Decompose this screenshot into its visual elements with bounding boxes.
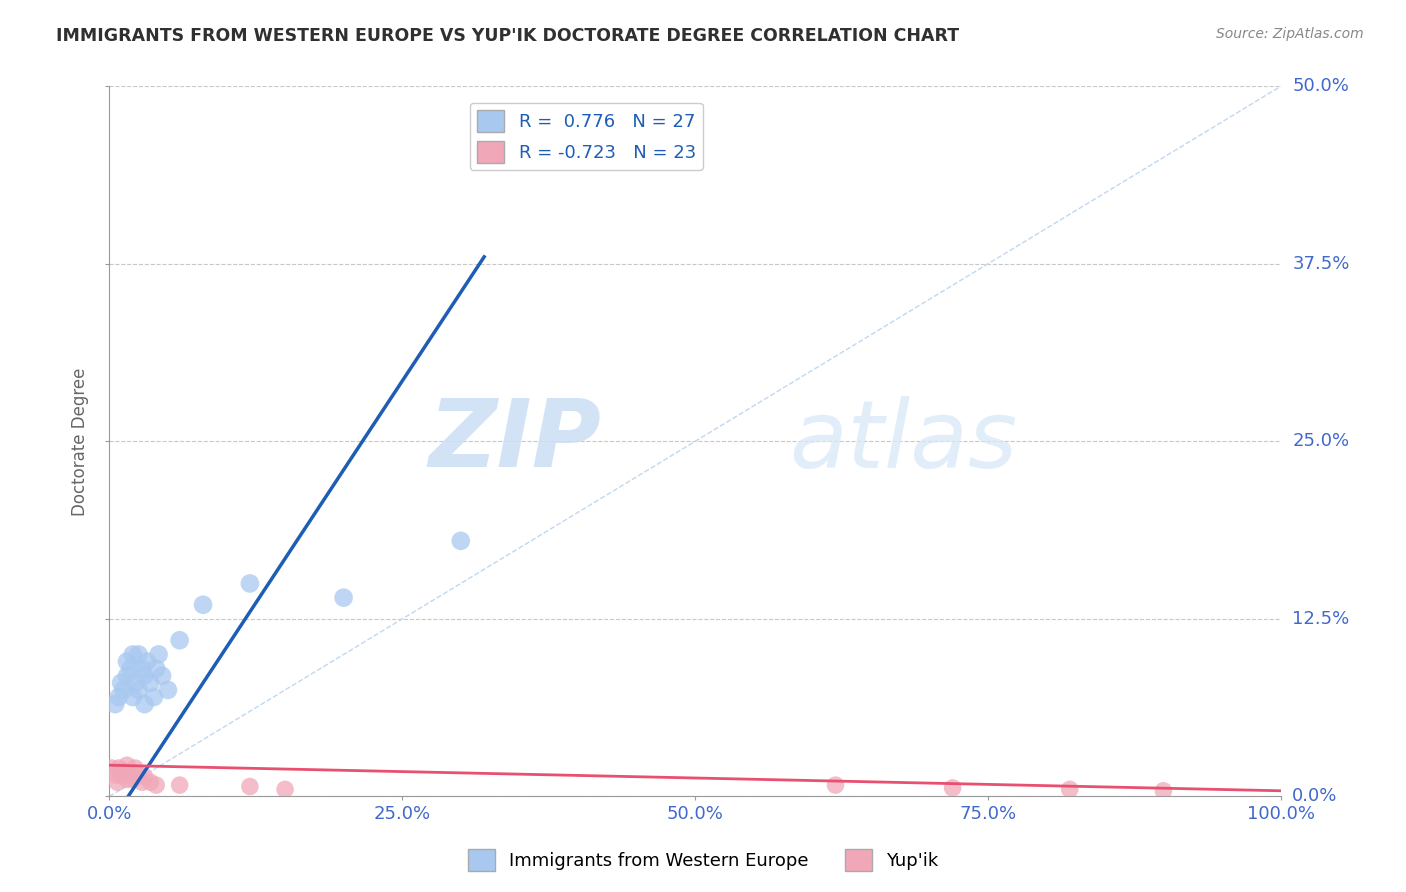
Point	[121, 772, 143, 787]
Point	[169, 778, 191, 792]
Point	[104, 697, 127, 711]
Point	[128, 648, 150, 662]
Point	[145, 662, 167, 676]
Point	[121, 690, 143, 704]
Point	[112, 682, 135, 697]
Point	[107, 690, 129, 704]
Point	[450, 533, 472, 548]
Legend: R =  0.776   N = 27, R = -0.723   N = 23: R = 0.776 N = 27, R = -0.723 N = 23	[470, 103, 703, 170]
Text: 50.0%: 50.0%	[1292, 78, 1350, 95]
Legend: Immigrants from Western Europe, Yup'ik: Immigrants from Western Europe, Yup'ik	[460, 842, 946, 879]
Text: ZIP: ZIP	[429, 395, 602, 487]
Y-axis label: Doctorate Degree: Doctorate Degree	[72, 368, 89, 516]
Point	[142, 690, 165, 704]
Text: 25.0%: 25.0%	[1292, 433, 1350, 450]
Text: 0.0%: 0.0%	[1292, 788, 1337, 805]
Point	[332, 591, 354, 605]
Point	[274, 782, 297, 797]
Point	[128, 682, 150, 697]
Point	[115, 758, 138, 772]
Text: 12.5%: 12.5%	[1292, 610, 1350, 628]
Point	[239, 780, 262, 794]
Point	[107, 761, 129, 775]
Point	[131, 775, 153, 789]
Point	[139, 775, 162, 789]
Point	[148, 648, 170, 662]
Point	[824, 778, 846, 792]
Point	[134, 669, 156, 683]
Point	[131, 662, 153, 676]
Point	[134, 770, 156, 784]
Point	[191, 598, 214, 612]
Point	[120, 662, 142, 676]
Point	[239, 576, 262, 591]
Point	[100, 761, 122, 775]
Point	[124, 761, 146, 775]
Point	[124, 676, 146, 690]
Point	[110, 676, 132, 690]
Text: IMMIGRANTS FROM WESTERN EUROPE VS YUP'IK DOCTORATE DEGREE CORRELATION CHART: IMMIGRANTS FROM WESTERN EUROPE VS YUP'IK…	[56, 27, 959, 45]
Text: atlas: atlas	[789, 396, 1017, 487]
Point	[145, 778, 167, 792]
Point	[115, 655, 138, 669]
Point	[942, 780, 965, 795]
Point	[128, 768, 150, 782]
Point	[139, 676, 162, 690]
Text: Source: ZipAtlas.com: Source: ZipAtlas.com	[1216, 27, 1364, 41]
Text: 37.5%: 37.5%	[1292, 255, 1350, 273]
Point	[169, 633, 191, 648]
Point	[121, 648, 143, 662]
Point	[135, 655, 157, 669]
Point	[156, 682, 179, 697]
Point	[120, 766, 142, 780]
Point	[104, 768, 127, 782]
Point	[107, 775, 129, 789]
Point	[134, 697, 156, 711]
Point	[150, 669, 173, 683]
Point	[112, 764, 135, 778]
Point	[115, 669, 138, 683]
Point	[1059, 782, 1081, 797]
Point	[110, 768, 132, 782]
Point	[1152, 784, 1174, 798]
Point	[115, 772, 138, 787]
